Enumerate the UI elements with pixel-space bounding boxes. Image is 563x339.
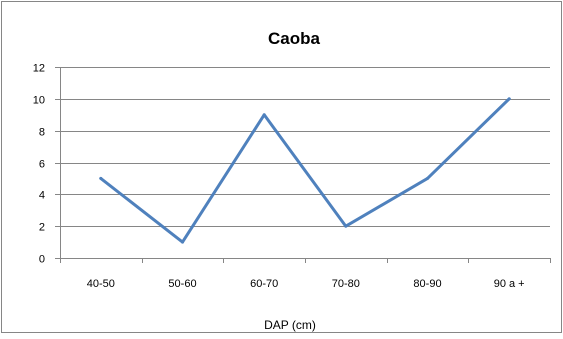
series <box>99 97 511 244</box>
y-tick-labels: 0 2 4 6 8 10 12 <box>33 63 45 266</box>
data-point <box>344 224 348 228</box>
x-tick-label: 80-90 <box>413 278 441 290</box>
x-tick-label: 70-80 <box>332 278 360 290</box>
grid-lines <box>60 67 550 227</box>
chart-title: Caoba <box>268 29 321 48</box>
data-point <box>426 176 429 180</box>
series-line <box>99 97 511 244</box>
y-tick-label: 2 <box>39 222 45 234</box>
x-tick-label: 60-70 <box>250 278 278 290</box>
chart-border <box>1 1 562 333</box>
x-tick-label: 90 a + <box>494 278 525 290</box>
axes <box>55 67 551 263</box>
x-tick-labels: 40-50 50-60 60-70 70-80 80-90 90 a + <box>87 278 525 290</box>
y-tick-label: 4 <box>39 190 45 202</box>
data-point <box>181 240 184 244</box>
x-axis-label: DAP (cm) <box>264 318 316 332</box>
data-point <box>99 176 103 180</box>
x-tick-label: 40-50 <box>87 278 115 290</box>
y-tick-label: 6 <box>39 159 45 171</box>
data-point <box>262 113 266 117</box>
x-tick-label: 50-60 <box>168 278 196 290</box>
y-tick-label: 10 <box>33 95 45 107</box>
y-tick-label: 0 <box>39 254 45 266</box>
y-tick-label: 12 <box>33 63 45 75</box>
data-point <box>507 97 511 101</box>
y-tick-label: 8 <box>39 127 45 139</box>
